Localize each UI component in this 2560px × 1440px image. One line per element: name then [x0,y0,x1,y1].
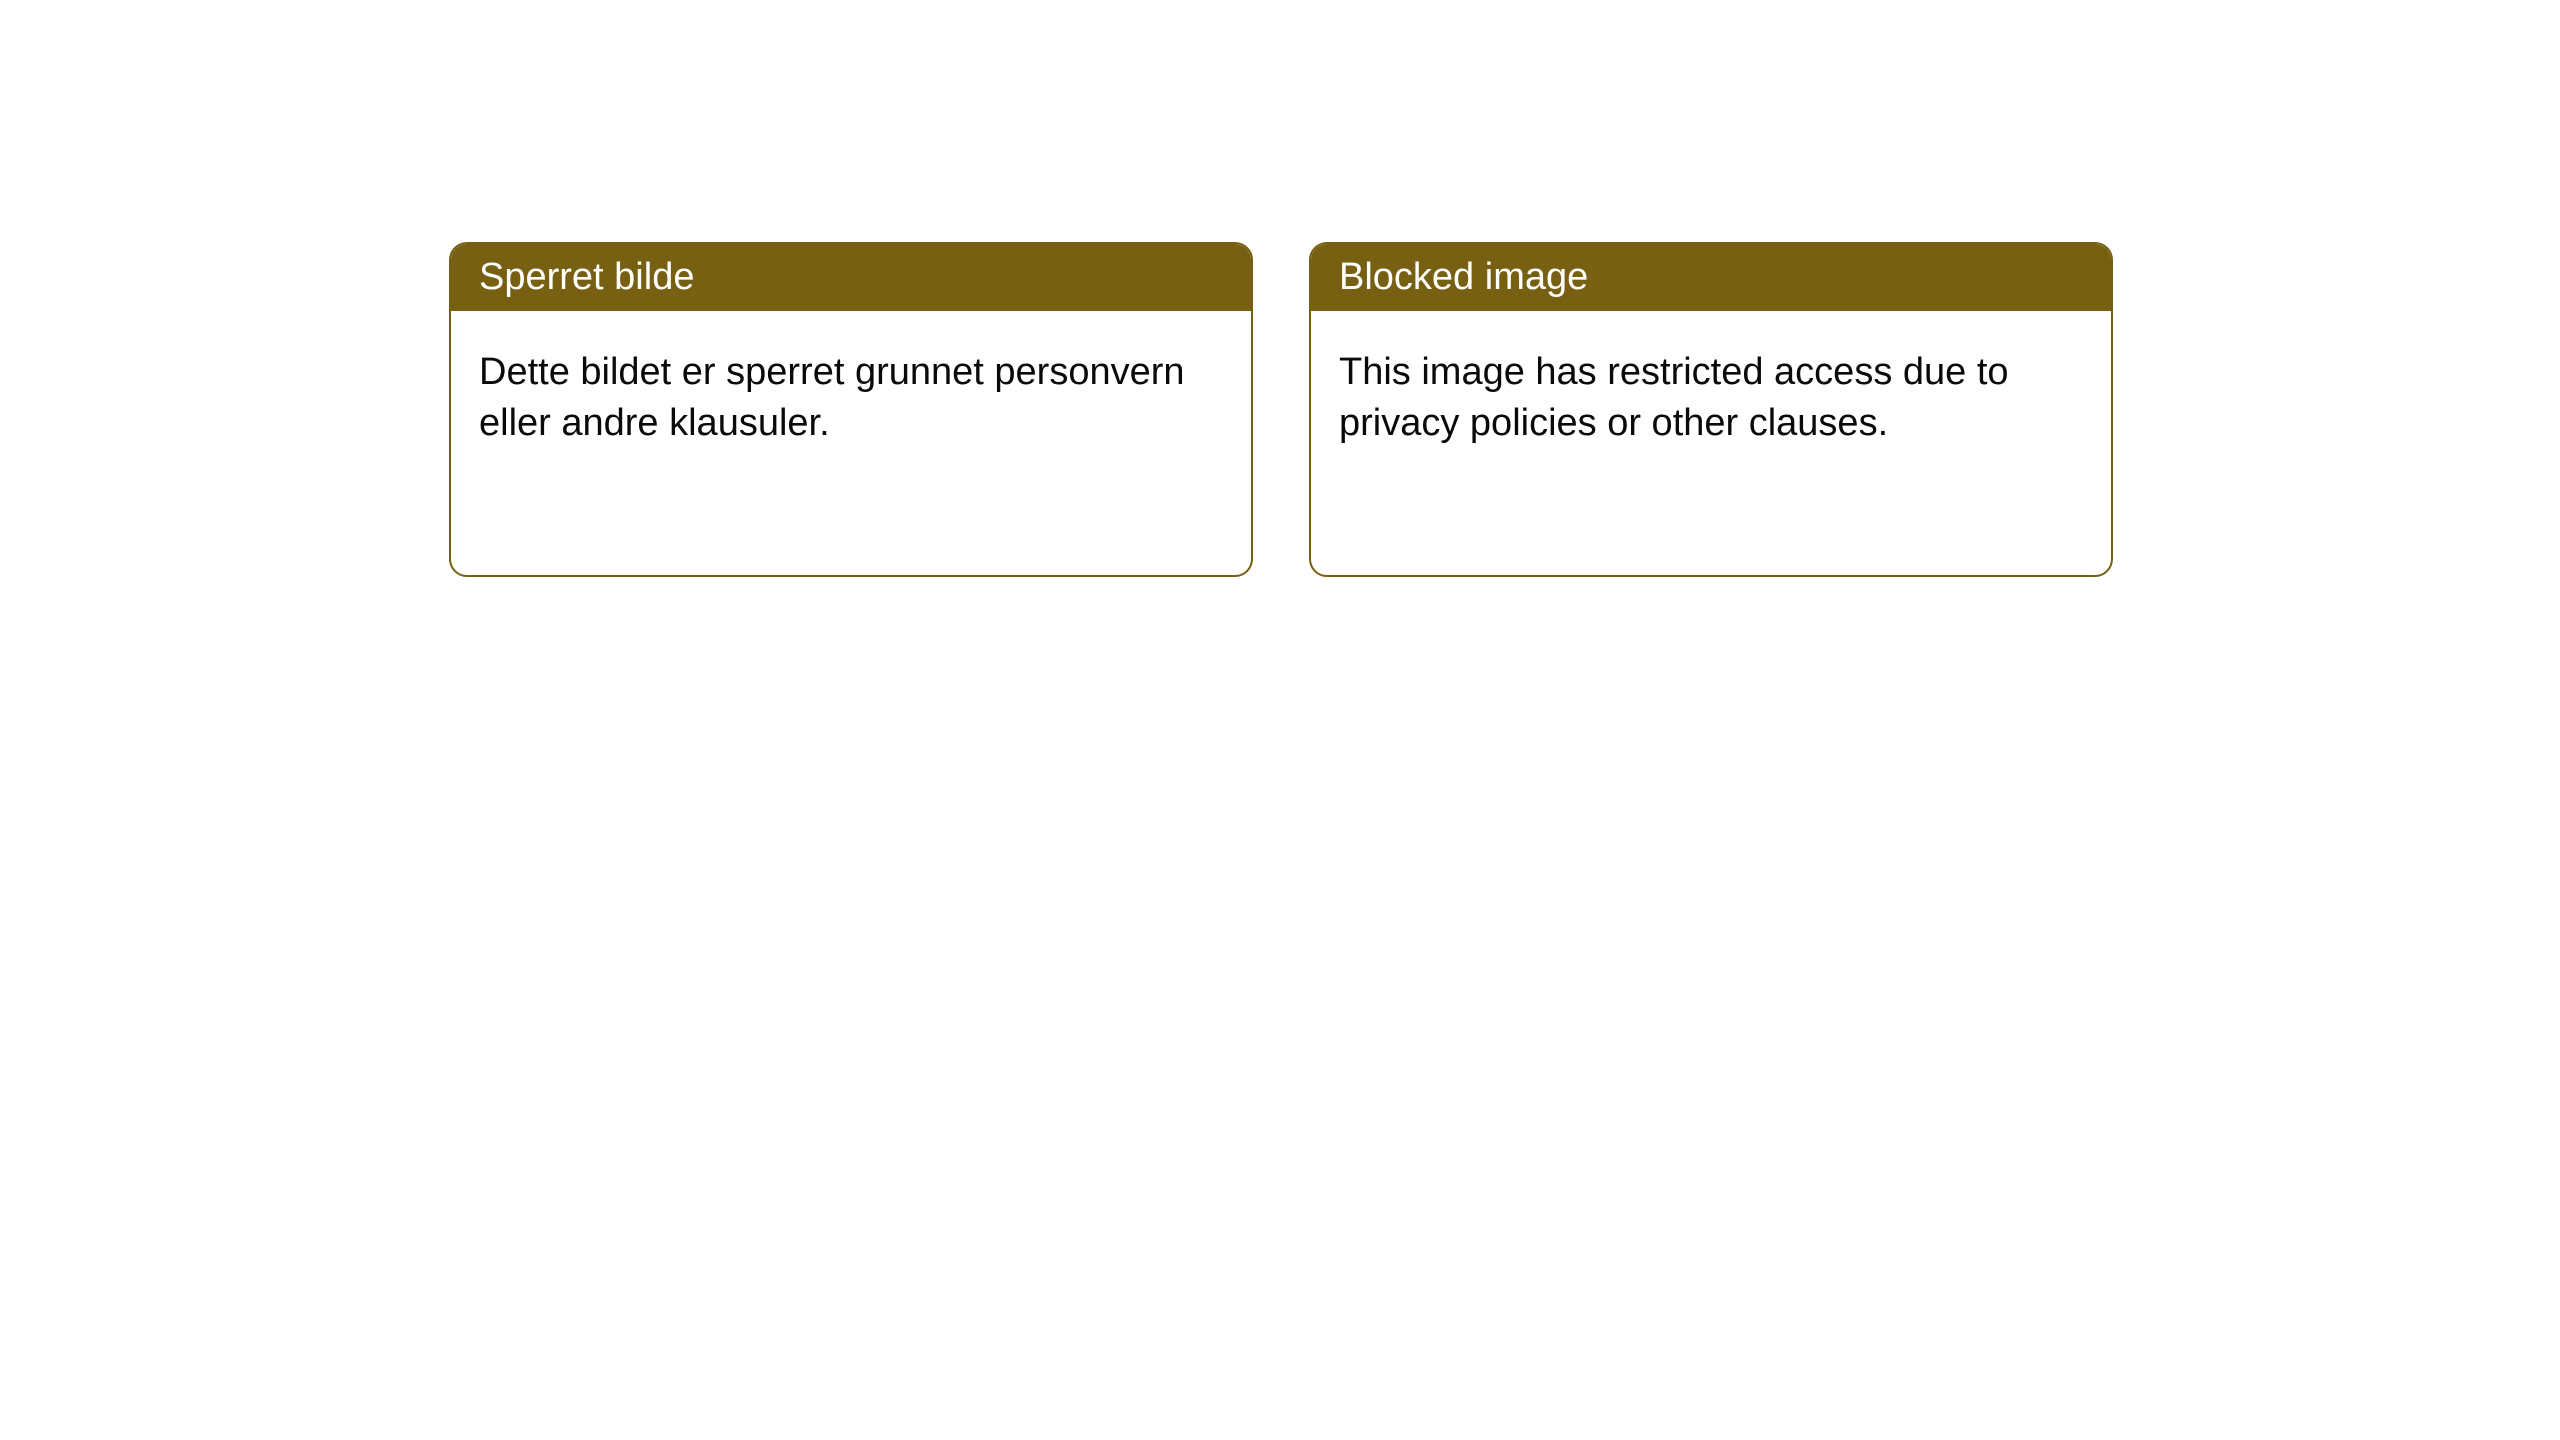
notice-card-norwegian: Sperret bilde Dette bildet er sperret gr… [449,242,1253,577]
notice-container: Sperret bilde Dette bildet er sperret gr… [0,0,2560,577]
notice-card-title: Sperret bilde [451,244,1251,311]
notice-card-body: This image has restricted access due to … [1311,311,2111,486]
notice-card-title: Blocked image [1311,244,2111,311]
notice-card-body: Dette bildet er sperret grunnet personve… [451,311,1251,486]
notice-card-english: Blocked image This image has restricted … [1309,242,2113,577]
